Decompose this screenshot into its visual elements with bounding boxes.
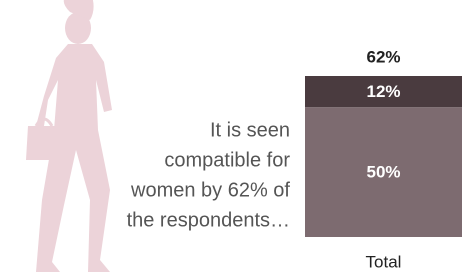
annotation-line: women by 62% of (130, 179, 290, 201)
annotation-line: the respondents… (127, 209, 290, 231)
segment-label: 12% (366, 82, 400, 101)
category-label: Total (366, 252, 402, 271)
segment-label: 50% (366, 163, 400, 182)
chart: 50% 12% 62% Total It is seen compatible for wo… (0, 0, 462, 275)
woman-silhouette (26, 0, 112, 272)
annotation-line: compatible for (164, 149, 290, 171)
annotation-line: It is seen (210, 119, 290, 141)
total-label: 62% (366, 47, 400, 66)
